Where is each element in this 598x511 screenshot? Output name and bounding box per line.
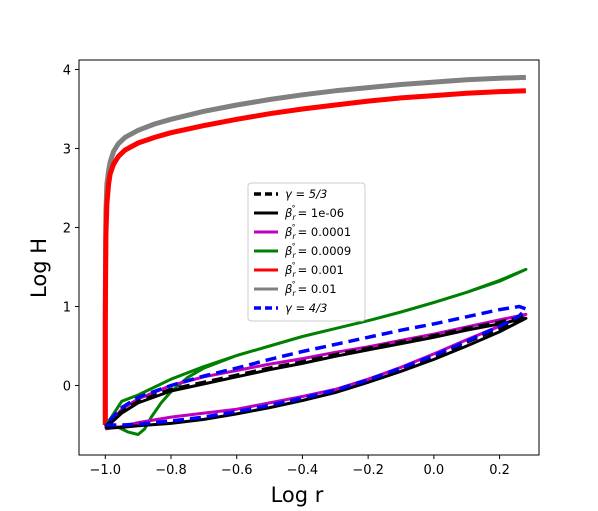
y-tick-label: 0 [63, 379, 71, 394]
y-tick-label: 4 [63, 63, 71, 78]
x-tick-label: 0.2 [489, 463, 510, 478]
y-tick-label: 3 [63, 142, 71, 157]
legend-label: βr° = 1e-06 [284, 204, 344, 222]
ticks: −1.0 −0.8 −0.6 −0.4 −0.2 0.0 0.2 0 1 2 3 4 [63, 63, 510, 478]
legend-label: βr° = 0.001 [284, 261, 344, 279]
legend-label-text: = 0.0001 [298, 225, 352, 239]
series-line-3 [104, 267, 528, 436]
legend-label-text: = 1e-06 [298, 206, 344, 220]
legend-label-text: = 0.0009 [298, 244, 352, 258]
legend-label: βr° = 0.0009 [284, 242, 351, 260]
series-line-2 [104, 312, 528, 431]
x-tick-label: −1.0 [89, 463, 121, 478]
y-tick-label: 2 [63, 221, 71, 236]
legend-label: γ = 5/3 [285, 187, 327, 201]
y-tick-label: 1 [63, 300, 71, 315]
x-tick-label: −0.8 [155, 463, 187, 478]
x-tick-label: −0.4 [287, 463, 319, 478]
legend-label: βr° = 0.0001 [284, 223, 351, 241]
legend-box [247, 182, 366, 322]
legend-label: βr° = 0.01 [284, 280, 337, 298]
x-axis-label: Log r [271, 483, 324, 507]
series-line-6 [104, 304, 528, 427]
series-line-4 [102, 88, 526, 425]
plot-area [102, 74, 528, 436]
legend-label-text: = 0.001 [298, 263, 344, 277]
x-tick-label: −0.6 [221, 463, 253, 478]
axes-frame [78, 59, 540, 456]
y-axis-label: Log H [27, 238, 51, 298]
legend-label: γ = 4/3 [285, 301, 327, 315]
x-tick-label: −0.2 [352, 463, 384, 478]
legend-label-text: γ = 5/3 [285, 187, 327, 201]
legend-label-text: γ = 4/3 [285, 301, 327, 315]
legend-label-text: = 0.01 [298, 282, 337, 296]
x-tick-label: 0.0 [424, 463, 445, 478]
